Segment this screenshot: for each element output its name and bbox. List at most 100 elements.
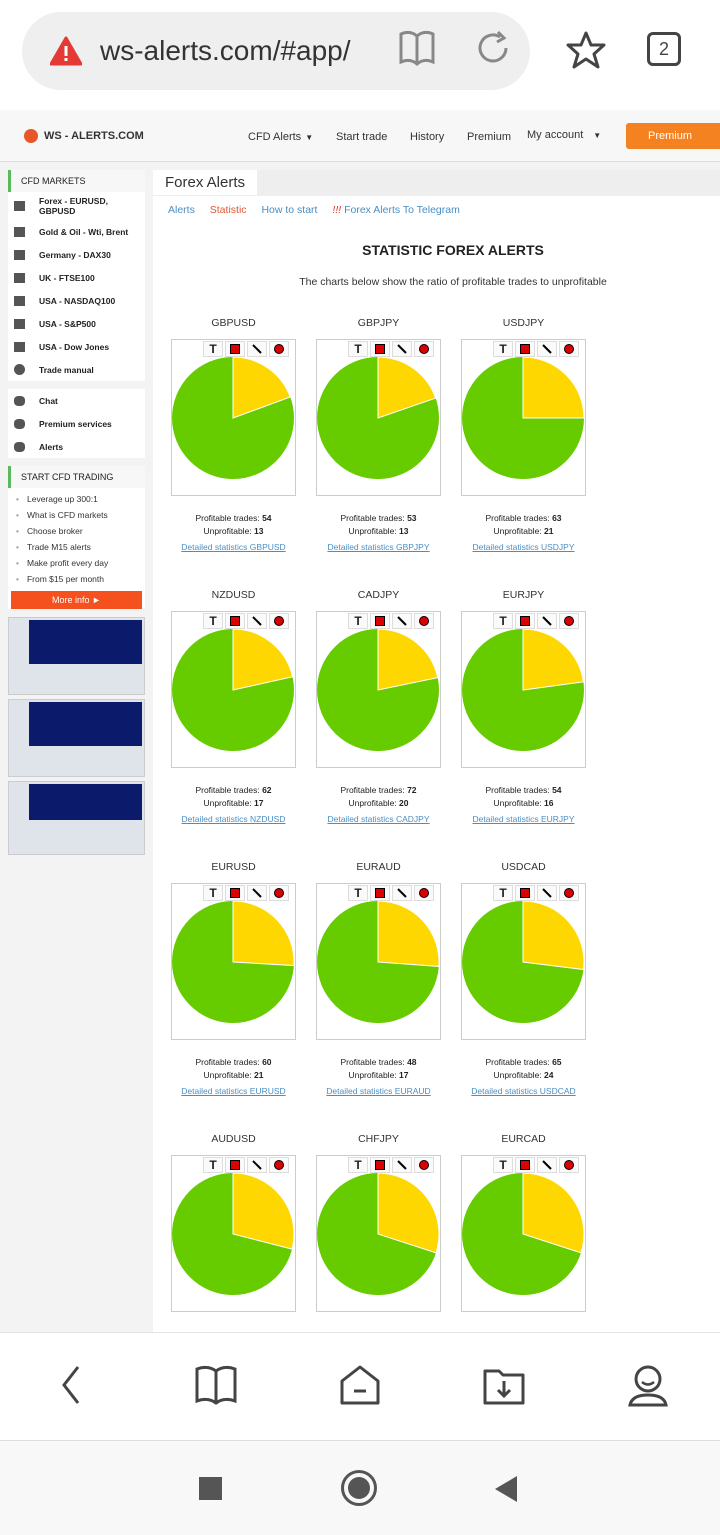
sidebar-market-item[interactable]: Trade manual [8, 358, 145, 381]
premium-button[interactable]: Premium [626, 123, 720, 149]
rectangle-tool-icon[interactable] [515, 885, 535, 901]
detailed-statistics-link[interactable]: Detailed statistics GBPJPY [327, 542, 430, 552]
text-tool-icon[interactable]: T [203, 885, 223, 901]
warning-icon[interactable] [49, 36, 83, 66]
rectangle-tool-icon[interactable] [225, 341, 245, 357]
start-trading-item[interactable]: Choose broker [8, 523, 145, 539]
nav-start-trade[interactable]: Start trade [336, 131, 388, 143]
profile-icon[interactable] [626, 1363, 670, 1407]
sidebar-service-item[interactable]: Premium services [8, 412, 145, 435]
pie-slice-unprofitable[interactable] [232, 1172, 295, 1250]
circle-tool-icon[interactable] [559, 1157, 579, 1173]
start-trading-item[interactable]: From $15 per month [8, 571, 145, 587]
bookmarks-icon[interactable] [194, 1363, 238, 1407]
more-info-button[interactable]: More info ► [11, 591, 142, 609]
detailed-statistics-link[interactable]: Detailed statistics NZDUSD [181, 814, 286, 824]
line-tool-icon[interactable] [247, 341, 267, 357]
text-tool-icon[interactable]: T [348, 1157, 368, 1173]
detailed-statistics-link[interactable]: Detailed statistics EURAUD [326, 1086, 431, 1096]
detailed-statistics-link[interactable]: Detailed statistics GBPUSD [181, 542, 286, 552]
line-tool-icon[interactable] [537, 885, 557, 901]
circle-tool-icon[interactable] [559, 613, 579, 629]
chart-thumbnail[interactable] [8, 699, 145, 777]
rectangle-tool-icon[interactable] [515, 1157, 535, 1173]
line-tool-icon[interactable] [537, 613, 557, 629]
circle-tool-icon[interactable] [269, 341, 289, 357]
pie-slice-unprofitable[interactable] [377, 628, 439, 691]
pie-slice-unprofitable[interactable] [232, 900, 295, 967]
nav-history[interactable]: History [410, 131, 445, 143]
start-trading-item[interactable]: What is CFD markets [8, 507, 145, 523]
sidebar-market-item[interactable]: USA - NASDAQ100 [8, 289, 145, 312]
line-tool-icon[interactable] [392, 341, 412, 357]
nav-premium[interactable]: Premium [467, 131, 512, 143]
text-tool-icon[interactable]: T [203, 1157, 223, 1173]
circle-tool-icon[interactable] [414, 613, 434, 629]
text-tool-icon[interactable]: T [348, 613, 368, 629]
text-tool-icon[interactable]: T [493, 341, 513, 357]
sidebar-market-item[interactable]: Gold & Oil - Wti, Brent [8, 220, 145, 243]
link-how-to-start[interactable]: How to start [261, 204, 318, 216]
back-icon[interactable] [56, 1363, 86, 1407]
text-tool-icon[interactable]: T [493, 613, 513, 629]
circle-tool-icon[interactable] [559, 341, 579, 357]
text-tool-icon[interactable]: T [493, 1157, 513, 1173]
rectangle-tool-icon[interactable] [515, 613, 535, 629]
rectangle-tool-icon[interactable] [370, 885, 390, 901]
circle-tool-icon[interactable] [269, 613, 289, 629]
home-icon[interactable] [338, 1363, 382, 1407]
rectangle-tool-icon[interactable] [225, 613, 245, 629]
rectangle-tool-icon[interactable] [370, 341, 390, 357]
sidebar-market-item[interactable]: Forex - EURUSD, GBPUSD [8, 192, 145, 220]
rectangle-tool-icon[interactable] [370, 613, 390, 629]
circle-tool-icon[interactable] [559, 885, 579, 901]
pie-slice-unprofitable[interactable] [232, 356, 291, 419]
line-tool-icon[interactable] [392, 885, 412, 901]
site-logo[interactable]: WS - ALERTS.COM [24, 129, 144, 143]
reload-icon[interactable] [476, 28, 512, 68]
link-statistic[interactable]: Statistic [209, 204, 247, 216]
home-button-icon[interactable] [341, 1470, 377, 1506]
pie-slice-unprofitable[interactable] [522, 900, 585, 971]
reader-mode-icon[interactable] [398, 28, 436, 68]
line-tool-icon[interactable] [247, 885, 267, 901]
sidebar-market-item[interactable]: USA - Dow Jones [8, 335, 145, 358]
circle-tool-icon[interactable] [269, 1157, 289, 1173]
url-bar[interactable]: ws-alerts.com/#app/ [22, 12, 530, 90]
sidebar-market-item[interactable]: USA - S&P500 [8, 312, 145, 335]
text-tool-icon[interactable]: T [203, 341, 223, 357]
pie-slice-unprofitable[interactable] [522, 356, 585, 419]
bookmark-star-icon[interactable] [566, 30, 606, 70]
line-tool-icon[interactable] [537, 1157, 557, 1173]
android-back-icon[interactable] [493, 1474, 519, 1504]
nav-my-account[interactable]: My account ▼ [527, 129, 601, 141]
text-tool-icon[interactable]: T [493, 885, 513, 901]
pie-slice-unprofitable[interactable] [377, 356, 437, 419]
nav-cfd-alerts[interactable]: CFD Alerts ▼ [248, 131, 313, 143]
pie-slice-unprofitable[interactable] [522, 1172, 585, 1254]
circle-tool-icon[interactable] [414, 341, 434, 357]
text-tool-icon[interactable]: T [348, 885, 368, 901]
detailed-statistics-link[interactable]: Detailed statistics USDCAD [471, 1086, 576, 1096]
line-tool-icon[interactable] [247, 613, 267, 629]
link-alerts[interactable]: Alerts [168, 204, 195, 216]
sidebar-service-item[interactable]: Chat [8, 389, 145, 412]
chart-thumbnail[interactable] [8, 617, 145, 695]
link-telegram[interactable]: !!! Forex Alerts To Telegram [332, 204, 459, 216]
downloads-icon[interactable] [482, 1363, 526, 1407]
sidebar-market-item[interactable]: Germany - DAX30 [8, 243, 145, 266]
line-tool-icon[interactable] [247, 1157, 267, 1173]
rectangle-tool-icon[interactable] [515, 341, 535, 357]
start-trading-item[interactable]: Trade M15 alerts [8, 539, 145, 555]
detailed-statistics-link[interactable]: Detailed statistics CADJPY [327, 814, 430, 824]
detailed-statistics-link[interactable]: Detailed statistics USDJPY [472, 542, 575, 552]
line-tool-icon[interactable] [392, 613, 412, 629]
chart-thumbnail[interactable] [8, 781, 145, 855]
start-trading-item[interactable]: Leverage up 300:1 [8, 491, 145, 507]
text-tool-icon[interactable]: T [203, 613, 223, 629]
pie-slice-unprofitable[interactable] [522, 628, 585, 691]
line-tool-icon[interactable] [392, 1157, 412, 1173]
line-tool-icon[interactable] [537, 341, 557, 357]
recents-icon[interactable] [199, 1477, 222, 1500]
start-trading-item[interactable]: Make profit every day [8, 555, 145, 571]
